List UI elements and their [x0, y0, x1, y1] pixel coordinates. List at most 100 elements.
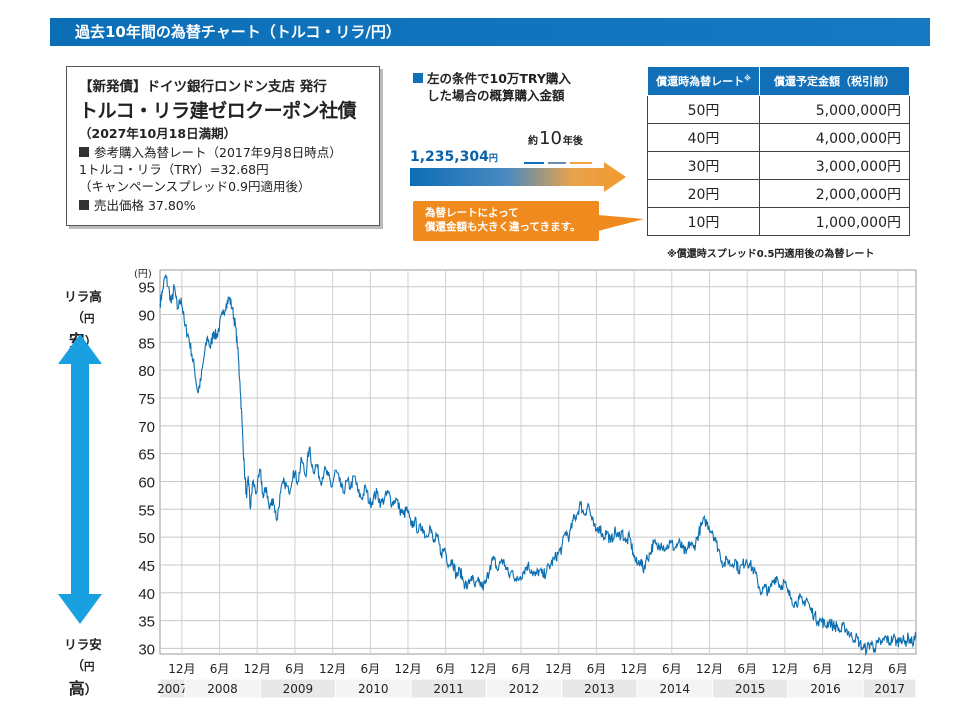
month-tick-label: 6月 — [436, 662, 456, 676]
month-tick-label: 6月 — [587, 662, 607, 676]
month-tick-label: 12月 — [319, 662, 346, 676]
y-tick-label: 85 — [138, 335, 155, 352]
series-line — [159, 274, 917, 657]
rate-cell: 50円 — [647, 95, 760, 124]
bond-ref-note: （キャンペーンスプレッド0.9円適用後） — [79, 179, 311, 194]
bond-ref-rate-row: 参考購入為替レート（2017年9月8日時点） 1トルコ・リラ（TRY）=32.6… — [79, 144, 367, 195]
y-tick-label: 50 — [138, 530, 155, 547]
lira-weak-label: リラ安 （円高） — [58, 634, 108, 700]
bond-name: トルコ・リラ建ゼロクーポン社債 — [79, 100, 357, 122]
after-pre: 約 — [528, 136, 538, 147]
double-arrow-icon — [58, 334, 102, 624]
lira-weak-taka: 高 — [68, 679, 85, 698]
exchange-rate-chart: 30 35 40 45 50 55 60 65 70 75 80 85 90 95(円) 12月 6月 12月 6… — [134, 269, 917, 699]
amount-cell: 2,000,000円 — [759, 179, 910, 208]
rate-cell: 10円 — [647, 207, 760, 236]
month-tick-label: 12月 — [168, 662, 195, 676]
lira-strong-paren-open: （ — [71, 310, 84, 325]
purchase-amount-value: 1,235,304 — [410, 149, 489, 165]
header-rate-mark: ※ — [744, 74, 751, 83]
purchase-title-line1: 左の条件で10万TRY購入 — [427, 71, 571, 86]
growth-arrow-icon — [410, 162, 626, 192]
year-label: 2016 — [810, 682, 841, 696]
y-tick-label: 90 — [138, 308, 155, 325]
lira-weak-paren-close: ） — [84, 682, 98, 697]
bond-maturity: （2027年10月18日満期） — [79, 126, 237, 141]
bond-price-row: 売出価格 37.80% — [79, 197, 367, 214]
square-bullet-icon — [413, 73, 423, 83]
y-tick-label: 40 — [138, 586, 155, 603]
amount-cell: 5,000,000円 — [759, 95, 910, 124]
year-label: 2014 — [660, 682, 691, 696]
callout-line2: 償還金額も大きく違ってきます。 — [425, 221, 581, 233]
redemption-table: 償還時為替レート※ 償還予定金額（税引前） 50円 5,000,000円 40円 4… — [647, 66, 910, 236]
table-footnote: ※償還時スプレッド0.5円適用後の為替レート — [667, 249, 875, 260]
year-label: 2007 — [157, 682, 188, 696]
year-band — [862, 678, 917, 699]
year-label: 2012 — [509, 682, 540, 696]
year-label: 2015 — [735, 682, 766, 696]
exchange-rate-callout: 為替レートによって 償還金額も大きく違ってきます。 — [413, 201, 599, 241]
year-label: 2013 — [584, 682, 615, 696]
month-tick-label: 12月 — [847, 662, 874, 676]
rate-cell: 20円 — [647, 179, 760, 208]
month-tick-label: 12月 — [771, 662, 798, 676]
year-label: 2010 — [358, 682, 389, 696]
table-row: 30円 3,000,000円 — [647, 151, 910, 180]
lira-strong-yen: 円 — [84, 313, 95, 325]
square-bullet-icon — [79, 200, 89, 210]
callout-line1: 為替レートによって — [425, 207, 519, 219]
purchase-title: 左の条件で10万TRY購入 した場合の概算購入金額 — [413, 70, 571, 104]
y-tick-label: 70 — [138, 419, 155, 436]
bond-price: 売出価格 37.80% — [94, 198, 196, 213]
bond-ref-rate: 1トルコ・リラ（TRY）=32.68円 — [79, 162, 269, 177]
month-tick-label: 6月 — [662, 662, 682, 676]
month-tick-label: 6月 — [360, 662, 380, 676]
bond-info-box: 【新発債】ドイツ銀行ロンドン支店 発行 トルコ・リラ建ゼロクーポン社債 （202… — [66, 66, 380, 226]
y-tick-label: 65 — [138, 447, 155, 464]
lira-weak-text: リラ安 — [64, 637, 102, 652]
amount-cell: 3,000,000円 — [759, 151, 910, 180]
month-tick-label: 12月 — [394, 662, 421, 676]
bar-mid — [548, 162, 566, 164]
plot-area — [159, 269, 917, 655]
y-tick-label: 55 — [138, 502, 155, 519]
after-num: 10 — [539, 128, 562, 149]
bar-large — [570, 162, 592, 164]
lira-weak-yen: 円 — [84, 661, 95, 673]
y-unit-label: (円) — [134, 269, 152, 280]
month-tick-label: 6月 — [888, 662, 908, 676]
lira-weak-paren-open: （ — [71, 658, 84, 673]
bond-ref-label: 参考購入為替レート（2017年9月8日時点） — [94, 145, 342, 160]
purchase-amount-unit: 円 — [488, 154, 498, 164]
bar-small — [524, 162, 544, 164]
y-tick-label: 60 — [138, 474, 155, 491]
lira-strong-text: リラ高 — [64, 289, 102, 304]
month-tick-label: 12月 — [545, 662, 572, 676]
rate-cell: 40円 — [647, 123, 760, 152]
table-row: 40円 4,000,000円 — [647, 123, 910, 152]
purchase-amount: 1,235,304円 — [410, 149, 498, 165]
year-label: 2009 — [283, 682, 314, 696]
header-rate: 償還時為替レート※ — [647, 66, 760, 96]
year-label: 2017 — [874, 682, 905, 696]
month-tick-label: 12月 — [620, 662, 647, 676]
year-label: 2011 — [433, 682, 464, 696]
y-tick-label: 75 — [138, 391, 155, 408]
y-tick-label: 35 — [138, 614, 155, 631]
month-tick-label: 12月 — [244, 662, 271, 676]
month-tick-label: 6月 — [210, 662, 230, 676]
bond-issuer: 【新発債】ドイツ銀行ロンドン支店 発行 — [79, 79, 327, 95]
month-tick-label: 12月 — [470, 662, 497, 676]
month-tick-label: 6月 — [737, 662, 757, 676]
square-bullet-icon — [79, 147, 89, 157]
y-tick-label: 30 — [138, 641, 155, 658]
year-label: 2008 — [207, 682, 238, 696]
table-row: 10円 1,000,000円 — [647, 207, 910, 236]
table-row: 50円 5,000,000円 — [647, 95, 910, 124]
month-tick-label: 6月 — [813, 662, 833, 676]
header-rate-label: 償還時為替レート — [656, 75, 745, 88]
month-tick-label: 6月 — [285, 662, 305, 676]
month-tick-label: 12月 — [696, 662, 723, 676]
header-amount: 償還予定金額（税引前） — [759, 66, 910, 96]
